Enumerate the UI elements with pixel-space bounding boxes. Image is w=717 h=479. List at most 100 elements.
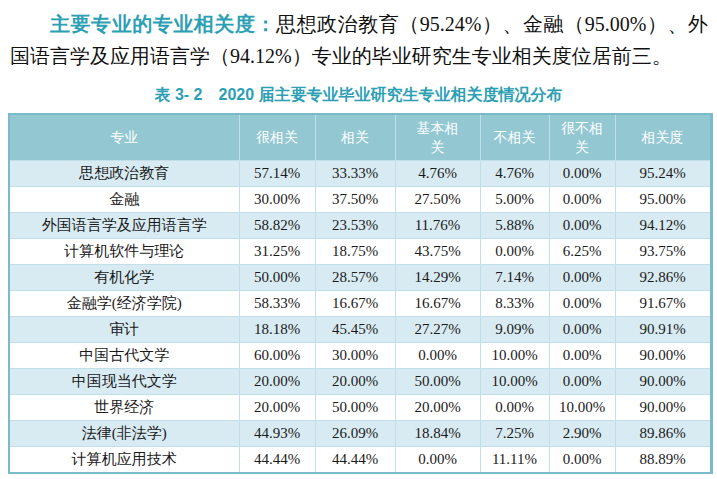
very-unrelated-cell: 0.00%: [549, 369, 615, 395]
very-unrelated-cell: 0.00%: [549, 161, 615, 187]
related-cell: 33.33%: [315, 161, 395, 187]
column-header-very-unrelated: 很不相关: [549, 114, 615, 161]
column-header-label: 基本相关: [415, 119, 460, 157]
very-related-cell: 44.93%: [239, 421, 315, 447]
unrelated-cell: 5.00%: [480, 187, 549, 213]
table-row: 中国古代文学 60.00% 30.00% 0.00% 10.00% 0.00% …: [9, 343, 711, 369]
very-related-cell: 50.00%: [239, 265, 315, 291]
table-row: 金融 30.00% 37.50% 27.50% 5.00% 0.00% 95.0…: [9, 187, 711, 213]
relevance-cell: 92.86%: [615, 265, 711, 291]
major-cell: 法律(非法学): [9, 421, 239, 447]
related-cell: 26.09%: [315, 421, 395, 447]
column-header-label: 很不相关: [560, 119, 605, 157]
very-related-cell: 57.14%: [239, 161, 315, 187]
very-related-cell: 31.25%: [239, 239, 315, 265]
very-unrelated-cell: 2.90%: [549, 421, 615, 447]
unrelated-cell: 10.00%: [480, 343, 549, 369]
unrelated-cell: 10.00%: [480, 369, 549, 395]
major-cell: 金融学(经济学院): [9, 291, 239, 317]
major-cell: 审计: [9, 317, 239, 343]
relevance-cell: 90.91%: [615, 317, 711, 343]
very-related-cell: 44.44%: [239, 447, 315, 474]
major-cell: 计算机软件与理论: [9, 239, 239, 265]
unrelated-cell: 0.00%: [480, 239, 549, 265]
unrelated-cell: 9.09%: [480, 317, 549, 343]
table-row: 金融学(经济学院) 58.33% 16.67% 16.67% 8.33% 0.0…: [9, 291, 711, 317]
related-cell: 28.57%: [315, 265, 395, 291]
relevance-cell: 90.00%: [615, 343, 711, 369]
related-cell: 37.50%: [315, 187, 395, 213]
major-cell: 计算机应用技术: [9, 447, 239, 474]
relevance-cell: 90.00%: [615, 369, 711, 395]
paragraph-lead: 主要专业的专业相关度：: [50, 13, 276, 35]
column-header-label: 不相关: [494, 129, 536, 145]
related-cell: 23.53%: [315, 213, 395, 239]
major-cell: 金融: [9, 187, 239, 213]
relevance-cell: 88.89%: [615, 447, 711, 474]
related-cell: 50.00%: [315, 395, 395, 421]
column-header-very-related: 很相关: [239, 114, 315, 161]
major-cell: 思想政治教育: [9, 161, 239, 187]
table-row: 计算机应用技术 44.44% 44.44% 0.00% 11.11% 0.00%…: [9, 447, 711, 474]
basically-related-cell: 50.00%: [395, 369, 480, 395]
unrelated-cell: 4.76%: [480, 161, 549, 187]
very-unrelated-cell: 10.00%: [549, 395, 615, 421]
relevance-cell: 93.75%: [615, 239, 711, 265]
column-header-related: 相关: [315, 114, 395, 161]
related-cell: 20.00%: [315, 369, 395, 395]
unrelated-cell: 0.00%: [480, 395, 549, 421]
paragraph: 主要专业的专业相关度：思想政治教育（95.24%）、金融（95.00%）、外国语…: [0, 0, 717, 72]
relevance-cell: 95.24%: [615, 161, 711, 187]
basically-related-cell: 16.67%: [395, 291, 480, 317]
table-body: 思想政治教育 57.14% 33.33% 4.76% 4.76% 0.00% 9…: [9, 161, 711, 474]
basically-related-cell: 27.50%: [395, 187, 480, 213]
related-cell: 30.00%: [315, 343, 395, 369]
basically-related-cell: 0.00%: [395, 343, 480, 369]
very-related-cell: 58.82%: [239, 213, 315, 239]
very-unrelated-cell: 0.00%: [549, 343, 615, 369]
very-unrelated-cell: 0.00%: [549, 213, 615, 239]
table-row: 法律(非法学) 44.93% 26.09% 18.84% 7.25% 2.90%…: [9, 421, 711, 447]
table-row: 思想政治教育 57.14% 33.33% 4.76% 4.76% 0.00% 9…: [9, 161, 711, 187]
table-header: 专业 很相关 相关 基本相关 不相关 很不相关 相关度: [9, 114, 711, 161]
very-related-cell: 30.00%: [239, 187, 315, 213]
unrelated-cell: 11.11%: [480, 447, 549, 474]
related-cell: 16.67%: [315, 291, 395, 317]
basically-related-cell: 27.27%: [395, 317, 480, 343]
very-related-cell: 60.00%: [239, 343, 315, 369]
major-cell: 中国古代文学: [9, 343, 239, 369]
column-header-unrelated: 不相关: [480, 114, 549, 161]
table-row: 世界经济 20.00% 50.00% 20.00% 0.00% 10.00% 9…: [9, 395, 711, 421]
basically-related-cell: 14.29%: [395, 265, 480, 291]
header-row: 专业 很相关 相关 基本相关 不相关 很不相关 相关度: [9, 114, 711, 161]
very-unrelated-cell: 0.00%: [549, 187, 615, 213]
table-row: 审计 18.18% 45.45% 27.27% 9.09% 0.00% 90.9…: [9, 317, 711, 343]
unrelated-cell: 7.14%: [480, 265, 549, 291]
major-cell: 世界经济: [9, 395, 239, 421]
relevance-cell: 95.00%: [615, 187, 711, 213]
related-cell: 45.45%: [315, 317, 395, 343]
basically-related-cell: 11.76%: [395, 213, 480, 239]
unrelated-cell: 5.88%: [480, 213, 549, 239]
very-unrelated-cell: 0.00%: [549, 447, 615, 474]
relevance-table: 专业 很相关 相关 基本相关 不相关 很不相关 相关度 思想政治教育 57.14…: [8, 113, 713, 474]
column-header-label: 专业: [110, 129, 138, 145]
very-related-cell: 18.18%: [239, 317, 315, 343]
very-related-cell: 20.00%: [239, 395, 315, 421]
table-row: 中国现当代文学 20.00% 20.00% 50.00% 10.00% 0.00…: [9, 369, 711, 395]
major-cell: 外国语言学及应用语言学: [9, 213, 239, 239]
table-caption: 表 3- 2 2020 届主要专业毕业研究生专业相关度情况分布: [0, 85, 717, 106]
very-unrelated-cell: 0.00%: [549, 317, 615, 343]
related-cell: 18.75%: [315, 239, 395, 265]
very-unrelated-cell: 0.00%: [549, 265, 615, 291]
column-header-major: 专业: [9, 114, 239, 161]
relevance-cell: 91.67%: [615, 291, 711, 317]
table-row: 有机化学 50.00% 28.57% 14.29% 7.14% 0.00% 92…: [9, 265, 711, 291]
very-related-cell: 20.00%: [239, 369, 315, 395]
column-header-label: 相关度: [642, 129, 684, 145]
basically-related-cell: 0.00%: [395, 447, 480, 474]
major-cell: 中国现当代文学: [9, 369, 239, 395]
very-related-cell: 58.33%: [239, 291, 315, 317]
relevance-cell: 90.00%: [615, 395, 711, 421]
basically-related-cell: 43.75%: [395, 239, 480, 265]
